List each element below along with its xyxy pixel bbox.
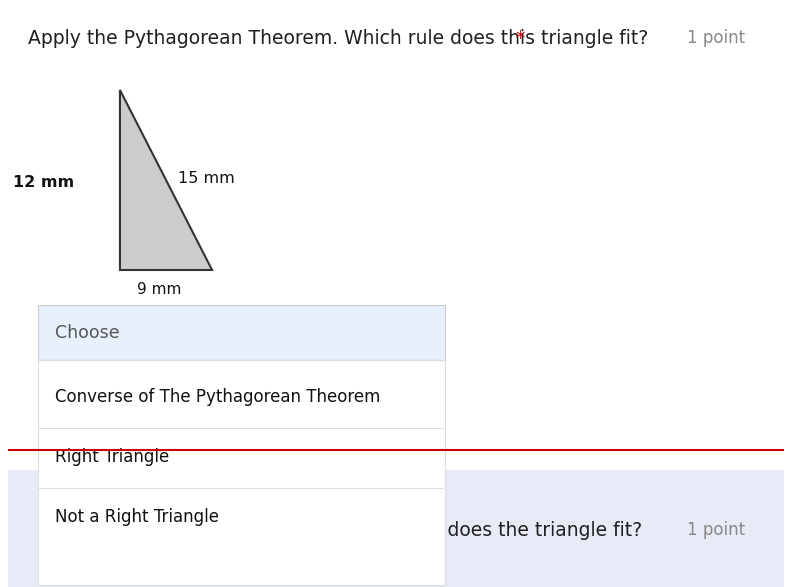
Text: 1 point: 1 point xyxy=(687,29,746,47)
Text: Right Triangle: Right Triangle xyxy=(55,448,170,466)
FancyBboxPatch shape xyxy=(9,470,784,587)
Text: 15 mm: 15 mm xyxy=(178,170,235,185)
FancyBboxPatch shape xyxy=(38,360,445,585)
Text: 12 mm: 12 mm xyxy=(14,174,74,190)
Text: Apply the Pythagorean Theorem. Which rule does this triangle fit?: Apply the Pythagorean Theorem. Which rul… xyxy=(28,29,648,48)
Text: e does the triangle fit?: e does the triangle fit? xyxy=(430,521,642,539)
Text: Not a Right Triangle: Not a Right Triangle xyxy=(55,508,219,526)
Text: 1 point: 1 point xyxy=(687,521,746,539)
Text: *: * xyxy=(510,29,526,48)
Text: 9 mm: 9 mm xyxy=(137,282,181,297)
FancyBboxPatch shape xyxy=(38,305,445,360)
Text: Converse of The Pythagorean Theorem: Converse of The Pythagorean Theorem xyxy=(55,388,380,406)
Text: Choose: Choose xyxy=(55,323,119,342)
Polygon shape xyxy=(120,90,212,270)
